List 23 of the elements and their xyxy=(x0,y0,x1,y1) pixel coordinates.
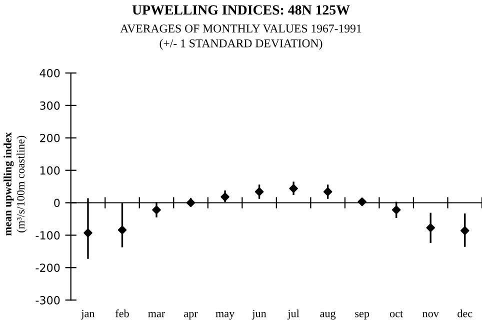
x-tick-label: mar xyxy=(148,312,166,318)
x-tick-label: apr xyxy=(184,312,198,320)
x-tick-label: nov xyxy=(422,312,439,318)
y-tick-label: 100 xyxy=(40,166,60,175)
x-tick-label: may xyxy=(216,312,235,320)
chart-title: UPWELLING INDICES: 48N 125W xyxy=(132,5,350,15)
x-tick-label: aug xyxy=(320,311,336,320)
x-tick-label: feb xyxy=(115,309,129,318)
y-tick-label: 200 xyxy=(40,134,60,142)
x-tick-label: jun xyxy=(252,310,266,320)
x-tick-label: jul xyxy=(287,309,300,320)
y-tick-label: -300 xyxy=(36,296,60,304)
x-tick-label: sep xyxy=(355,312,370,320)
y-tick-label: 0 xyxy=(54,198,60,208)
y-tick-label: -100 xyxy=(36,231,60,240)
chart-subtitle: AVERAGES OF MONTHLY VALUES 1967-1991 (+/- 1 STANDARD DEVIATION) xyxy=(120,24,362,50)
y-tick-label: -200 xyxy=(36,264,60,272)
y-tick-label: 300 xyxy=(40,101,60,110)
y-tick-label: 400 xyxy=(40,68,60,78)
x-tick-label: oct xyxy=(390,310,404,318)
x-tick-label: jan xyxy=(80,310,95,320)
x-tick-label: dec xyxy=(458,309,472,318)
y-axis-title: mean upwelling index (m³/s/100m coastline) xyxy=(4,132,27,236)
